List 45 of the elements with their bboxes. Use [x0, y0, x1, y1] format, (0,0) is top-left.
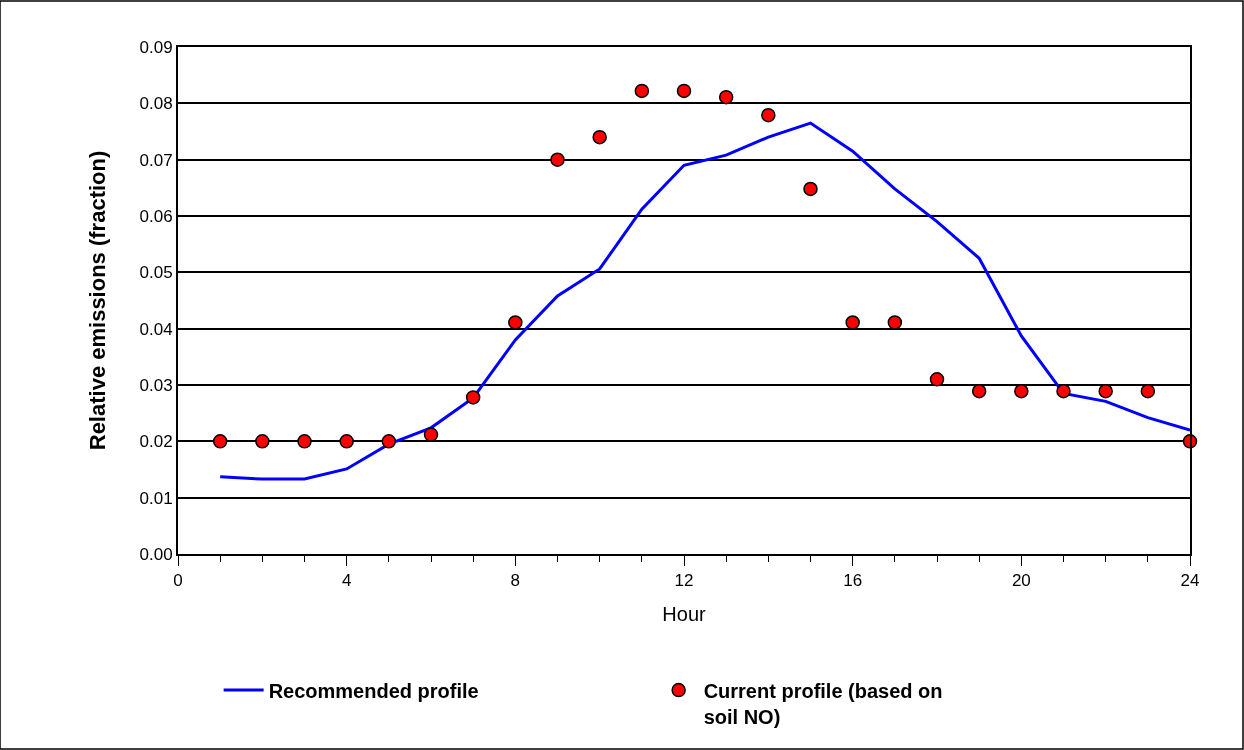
y-tick-label: 0.00 — [139, 544, 173, 564]
legend-label: Recommended profile — [268, 679, 479, 702]
y-tick-label: 0.08 — [139, 94, 173, 114]
x-tick-label: 8 — [510, 571, 521, 591]
y-tick-label: 0.04 — [139, 319, 173, 339]
line-series — [218, 121, 1190, 481]
point — [971, 383, 987, 399]
y-tick-label: 0.03 — [139, 375, 173, 395]
x-tick-label: 4 — [341, 571, 352, 591]
point — [381, 434, 397, 449]
point — [255, 434, 270, 449]
legend-label: Current profile (based on soil NO) — [703, 679, 943, 728]
point — [423, 427, 439, 442]
point — [550, 152, 565, 167]
y-tick-label: 0.05 — [139, 263, 173, 283]
y-tick-label: 0.07 — [139, 150, 173, 170]
y-tick-label: 0.02 — [139, 432, 173, 452]
y-tick-label: 0.09 — [139, 37, 173, 57]
y-tick-label: 0.01 — [139, 488, 173, 508]
point — [929, 372, 945, 387]
point — [1014, 383, 1029, 399]
x-axis-title: Hour — [662, 603, 707, 626]
y-axis-title: Relative emissions (fraction) — [84, 150, 110, 451]
point — [297, 434, 312, 449]
point — [592, 129, 607, 145]
point — [845, 315, 860, 330]
point — [803, 181, 818, 197]
y-tick-label: 0.06 — [139, 206, 173, 226]
point — [465, 390, 481, 405]
point — [676, 83, 692, 99]
x-tick-label: 0 — [173, 571, 183, 591]
x-tick-label: 24 — [1180, 571, 1200, 591]
x-tick-label: 12 — [674, 571, 694, 591]
x-tick-label: 16 — [843, 571, 863, 591]
point — [718, 89, 734, 105]
point — [634, 83, 650, 99]
point — [1140, 383, 1156, 399]
point — [887, 315, 903, 330]
point — [1056, 383, 1071, 399]
point — [508, 315, 523, 330]
point — [212, 434, 228, 449]
point — [761, 107, 776, 123]
point — [339, 434, 354, 449]
x-tick-label: 20 — [1011, 571, 1031, 591]
point — [1098, 383, 1113, 399]
